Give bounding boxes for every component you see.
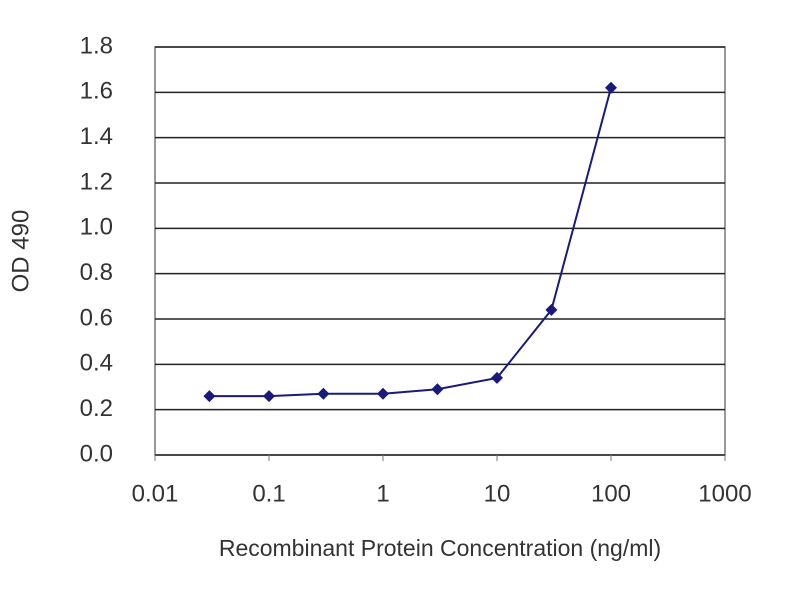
marker bbox=[605, 81, 617, 94]
y-tick-label: 1.6 bbox=[80, 78, 113, 105]
marker bbox=[431, 383, 444, 396]
marker bbox=[545, 303, 558, 316]
marker bbox=[263, 390, 275, 403]
x-tick-label: 1000 bbox=[698, 480, 751, 507]
y-tick-label: 1.4 bbox=[80, 123, 113, 150]
y-tick-label: 1.8 bbox=[80, 32, 113, 59]
x-tick-label: 100 bbox=[591, 480, 631, 507]
x-tick-label: 0.01 bbox=[132, 480, 179, 507]
y-tick-label: 0.2 bbox=[80, 395, 113, 422]
y-axis-label: OD 490 bbox=[7, 210, 34, 293]
marker bbox=[491, 371, 503, 384]
y-tick-label: 1.0 bbox=[80, 214, 113, 241]
plot-area bbox=[154, 46, 726, 456]
marker bbox=[377, 387, 389, 400]
y-tick-label: 0.8 bbox=[80, 259, 113, 286]
x-tick-label: 0.1 bbox=[252, 480, 285, 507]
y-tick-label: 1.2 bbox=[80, 168, 113, 195]
x-axis-label: Recombinant Protein Concentration (ng/ml… bbox=[219, 535, 661, 561]
line bbox=[209, 87, 612, 398]
x-tick-label: 1 bbox=[376, 480, 389, 507]
y-tick-label: 0.4 bbox=[80, 350, 113, 377]
y-tick-label: 0.6 bbox=[80, 304, 113, 331]
y-tick-label: 0.0 bbox=[80, 440, 113, 467]
x-tick-label: 10 bbox=[484, 480, 511, 507]
marker bbox=[317, 387, 330, 400]
marker bbox=[203, 390, 216, 403]
